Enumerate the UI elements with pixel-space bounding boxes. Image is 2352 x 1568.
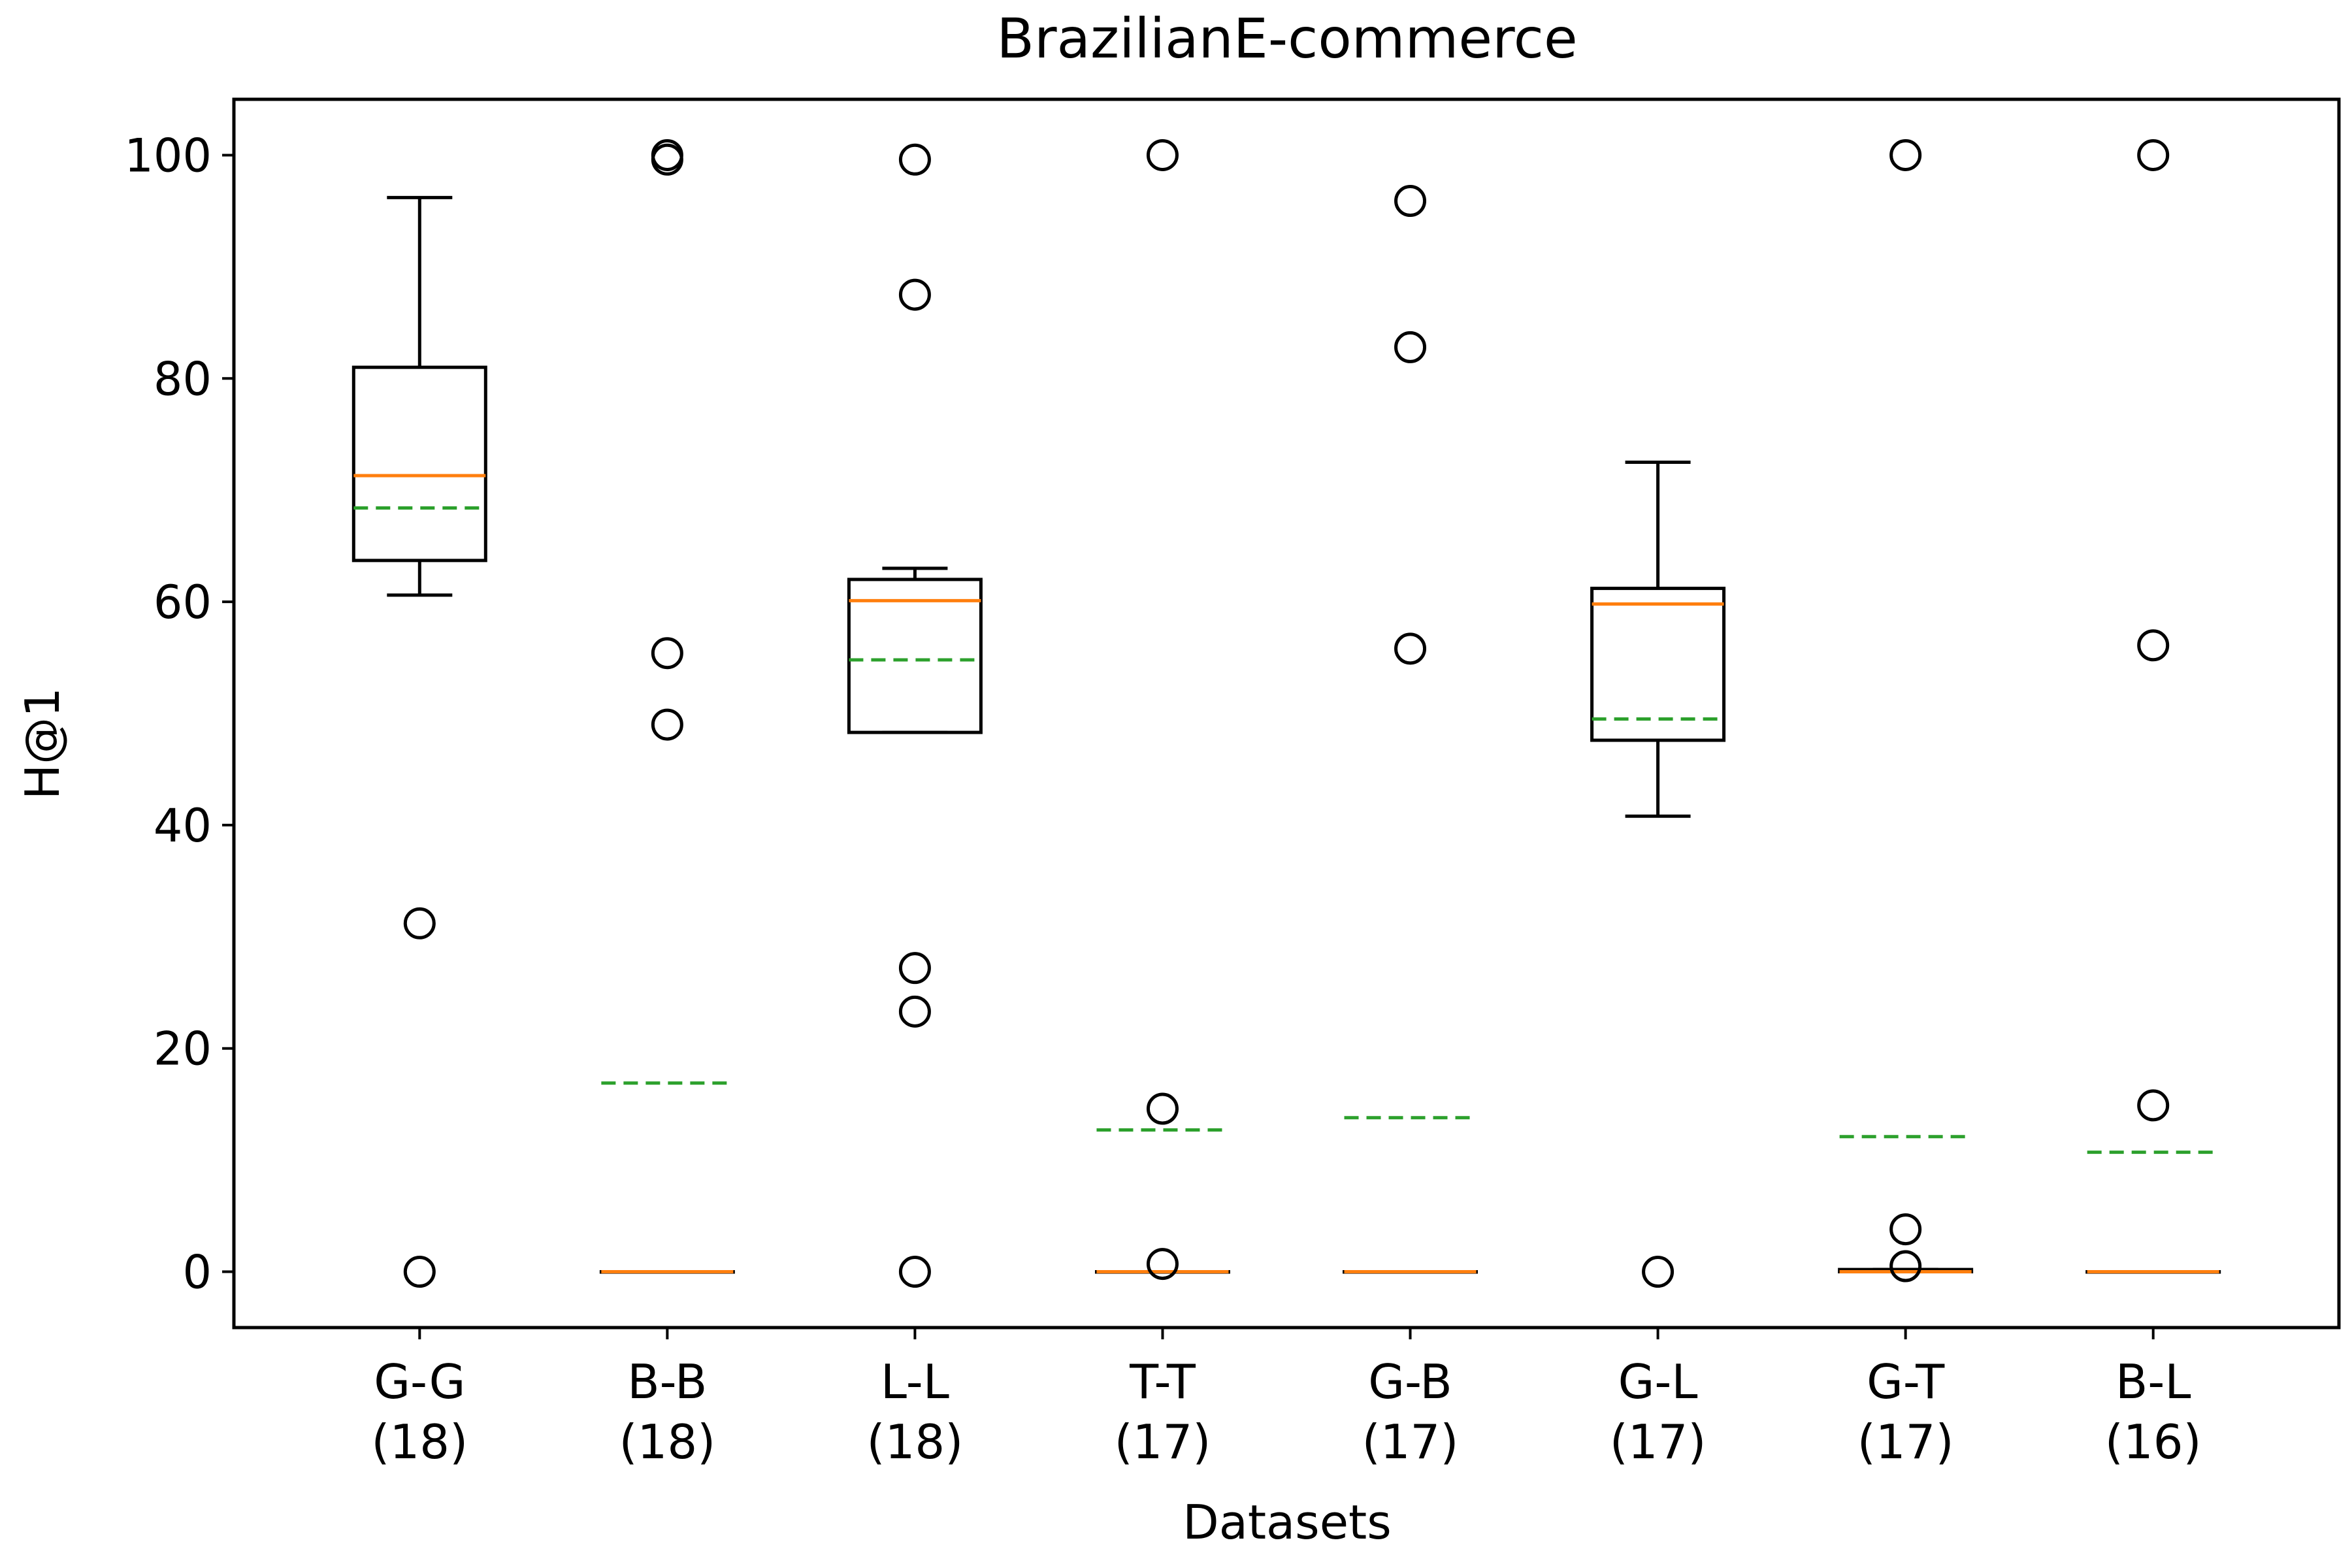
x-tick-label: G-L xyxy=(1618,1354,1698,1409)
outlier-point xyxy=(898,995,931,1028)
x-tick-count: (17) xyxy=(1362,1414,1459,1469)
y-tick-label: 60 xyxy=(154,576,212,629)
outlier-point xyxy=(898,143,931,176)
y-tick-label: 100 xyxy=(124,129,212,182)
x-tick-count: (17) xyxy=(1610,1414,1707,1469)
outlier-point xyxy=(1889,1250,1922,1282)
x-axis-label: Datasets xyxy=(1183,1495,1391,1550)
x-tick-label: G-G xyxy=(374,1354,465,1409)
box xyxy=(351,365,487,563)
x-tick-count: (18) xyxy=(371,1414,468,1469)
outlier-point xyxy=(1146,1092,1179,1125)
y-tick-label: 20 xyxy=(154,1022,212,1076)
x-tick-label: T-T xyxy=(1129,1354,1196,1409)
x-tick-count: (17) xyxy=(1857,1414,1954,1469)
outlier-point xyxy=(651,708,683,741)
outlier-point xyxy=(651,637,683,670)
x-tick-label: G-B xyxy=(1368,1354,1452,1409)
box xyxy=(1590,587,1726,742)
y-tick-label: 80 xyxy=(154,352,212,406)
x-tick-label: G-T xyxy=(1867,1354,1945,1409)
outlier-point xyxy=(1394,632,1427,665)
outlier-point xyxy=(1146,139,1179,171)
y-tick-label: 40 xyxy=(154,799,212,853)
outlier-point xyxy=(403,907,436,939)
outlier-point xyxy=(1889,1213,1922,1246)
x-tick-count: (18) xyxy=(619,1414,715,1469)
x-tick-count: (16) xyxy=(2105,1414,2202,1469)
outlier-point xyxy=(898,278,931,311)
x-tick-count: (18) xyxy=(867,1414,964,1469)
outlier-point xyxy=(2137,1089,2170,1122)
plot-frame xyxy=(232,97,2341,1330)
outlier-point xyxy=(651,143,683,176)
y-axis-label: H@1 xyxy=(15,687,70,800)
outlier-point xyxy=(2137,139,2170,171)
outlier-point xyxy=(1394,331,1427,363)
x-tick-label: L-L xyxy=(881,1354,949,1409)
outlier-point xyxy=(898,952,931,985)
y-tick-label: 0 xyxy=(182,1246,212,1299)
x-tick-label: B-L xyxy=(2115,1354,2191,1409)
box xyxy=(847,578,983,734)
outlier-point xyxy=(2137,629,2170,662)
outlier-point xyxy=(1889,139,1922,171)
x-tick-count: (17) xyxy=(1115,1414,1211,1469)
outlier-point xyxy=(403,1256,436,1288)
outlier-point xyxy=(898,1256,931,1288)
x-tick-label: B-B xyxy=(627,1354,707,1409)
chart-title: BrazilianE-commerce xyxy=(996,7,1577,71)
outlier-point xyxy=(1146,1248,1179,1281)
outlier-point xyxy=(1642,1256,1674,1288)
outlier-point xyxy=(1394,185,1427,218)
